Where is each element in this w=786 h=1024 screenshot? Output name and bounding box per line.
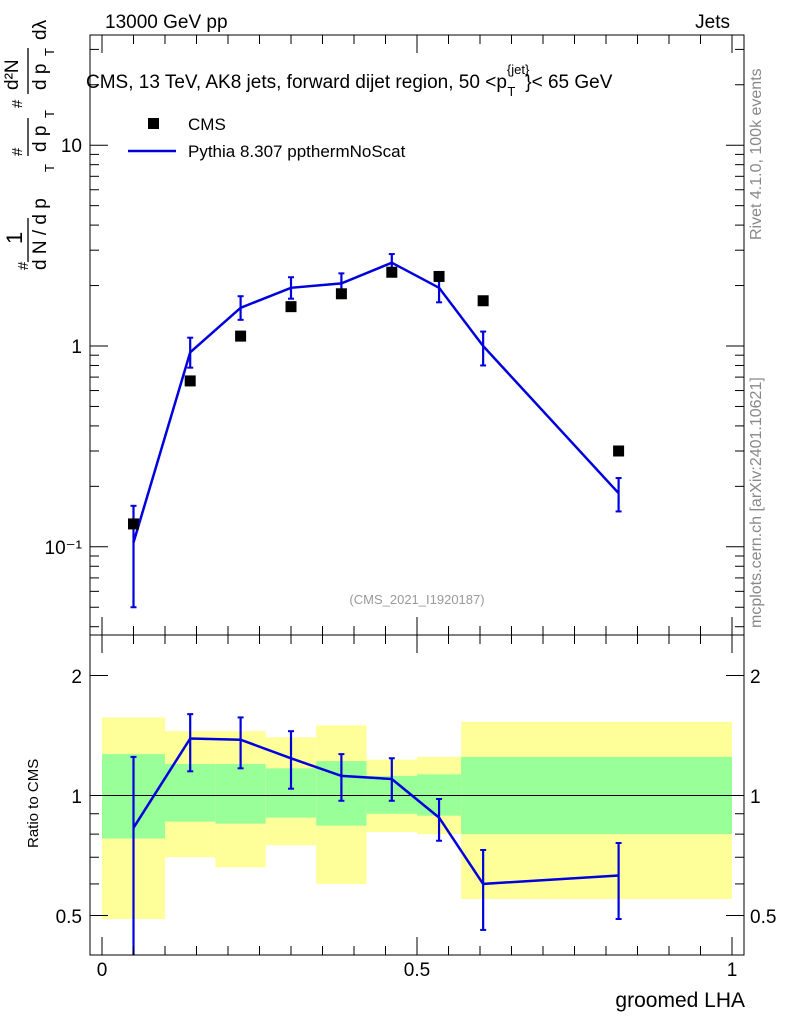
svg-text:#: # [15, 261, 32, 270]
main-title: CMS, 13 TeV, AK8 jets, forward dijet reg… [86, 62, 613, 99]
ratio-ytick-right-2: 2 [750, 667, 761, 688]
ratio-ytick-left-0.5: 0.5 [56, 907, 82, 928]
xtick-label-1: 1 [727, 960, 738, 981]
main-ylabel: # 1 d N / d p T # d p T # d²N d p T dλ [2, 19, 57, 270]
cms-data-point [477, 295, 489, 307]
svg-text:dλ: dλ [30, 19, 51, 40]
inner-band [165, 763, 216, 822]
cms-data-point [613, 445, 625, 457]
mc-line [132, 261, 620, 543]
main-title-sup: {jet} [507, 62, 530, 77]
ytick-label-0.1: 10⁻¹ [45, 538, 83, 559]
ratio-ytick-left-2: 2 [71, 667, 82, 688]
ytick-label-10: 10 [61, 136, 82, 157]
ratio-series [130, 713, 622, 955]
header-left: 13000 GeV pp [105, 12, 228, 33]
svg-text:#: # [9, 99, 26, 108]
cms-data-point [184, 375, 196, 387]
svg-text:d N / d p: d N / d p [30, 198, 51, 270]
svg-text:1: 1 [2, 232, 27, 244]
svg-text:d p: d p [30, 126, 51, 152]
cms-data-point [235, 330, 247, 342]
main-data-series [128, 266, 625, 530]
main-title-text: CMS, 13 TeV, AK8 jets, forward dijet reg… [86, 72, 507, 93]
ratio-uncertainty-bands [90, 717, 744, 919]
svg-text:#: # [9, 147, 26, 156]
inner-band [215, 763, 266, 824]
svg-text:T: T [42, 110, 57, 118]
svg-text:d p: d p [30, 64, 51, 90]
main-title-tail: }< 65 GeV [525, 72, 612, 93]
header-right: Jets [695, 12, 730, 33]
ytick-label-1: 1 [71, 337, 82, 358]
cms-data-point [285, 301, 297, 313]
xtick-label-0: 0 [97, 960, 108, 981]
ratio-xlabel: groomed LHA [615, 989, 745, 1012]
side-label-bottom: mcplots.cern.ch [arXiv:2401.10621] [748, 377, 765, 628]
legend-label-mc: Pythia 8.307 ppthermNoScat [188, 142, 406, 161]
ratio-ytick-right-1: 1 [750, 787, 761, 808]
ratio-ytick-right-0.5: 0.5 [750, 907, 776, 928]
legend-label-cms: CMS [188, 115, 226, 134]
xtick-label-0.5: 0.5 [404, 960, 430, 981]
cms-data-point [128, 518, 139, 530]
main-mc-series [130, 253, 622, 609]
ratio-ylabel: Ratio to CMS [25, 759, 42, 848]
analysis-reference: (CMS_2021_I1920187) [349, 592, 484, 607]
main-axes [89, 34, 745, 636]
svg-text:T: T [42, 48, 57, 56]
ratio-axes [89, 634, 745, 956]
cms-data-point [335, 288, 347, 300]
svg-text:T: T [42, 164, 57, 172]
side-label-top: Rivet 4.1.0, 100k events [748, 68, 765, 240]
ratio-ytick-left-1: 1 [71, 787, 82, 808]
cms-data-point [386, 266, 398, 278]
main-title-sub: T [507, 84, 515, 99]
svg-text:d²N: d²N [2, 59, 23, 90]
cms-data-point [433, 270, 445, 282]
legend-marker-cms [148, 118, 159, 129]
